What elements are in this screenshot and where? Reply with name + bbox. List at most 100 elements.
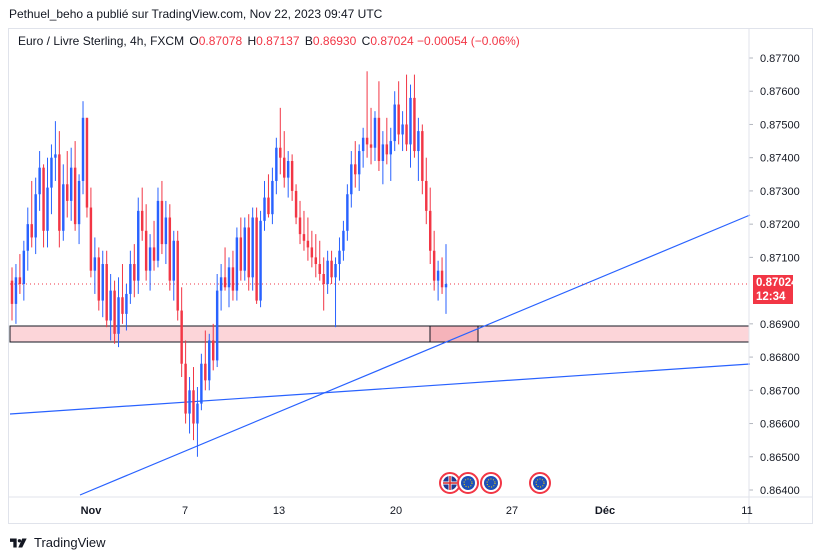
candle-body [105,264,108,321]
candle-body [432,250,436,281]
candle-body [302,234,306,241]
y-tick-label: 0.87400 [760,153,800,165]
candle-body [164,217,168,245]
demand-zone[interactable] [9,325,750,343]
candle-body [385,144,389,155]
lower-trendline[interactable] [9,363,751,415]
candle-body [314,257,318,265]
y-tick-label: 0.87300 [760,186,800,198]
candle-body [271,180,274,215]
candle-body [54,154,57,158]
candle-body [263,197,266,221]
candle-body [397,104,400,135]
candle-body [322,274,325,284]
candle-body [85,117,89,208]
time-axis[interactable]: Nov 7 13 20 27 Déc 11 [9,496,812,517]
candle-body [361,137,365,152]
last-price-tag: 0.87024 12:34 [753,275,798,304]
candle-body [425,180,428,211]
candle-body [10,280,14,304]
candle-body [444,283,448,288]
candle-body [440,270,444,288]
low-label: B [304,34,313,48]
candle-body [144,230,148,271]
candle-body [200,363,203,404]
eu-flag-icon[interactable] [529,472,551,494]
y-tick-label: 0.87500 [760,119,800,131]
candle-body [184,363,187,414]
candle-body [346,194,349,231]
low-value: 0.86930 [312,34,357,48]
chart-frame[interactable] [8,28,813,524]
open-label: O [189,34,199,48]
x-tick-label: 27 [506,505,518,517]
candle-body [259,220,262,301]
candle-body [109,290,112,321]
candle-body [267,197,270,215]
bar-countdown: 12:34 [756,291,786,303]
candle-body [117,297,120,334]
candle-body [235,237,239,291]
candle-body [101,264,104,301]
candle-body [310,247,314,258]
candle-body [125,293,128,314]
y-tick-label: 0.87100 [760,252,800,264]
candle-body [243,227,247,271]
eu-flag-icon[interactable] [457,472,479,494]
candle-body [421,131,424,181]
y-tick-label: 0.86900 [760,319,800,331]
x-tick-label: 11 [741,505,752,517]
close-value: 0.87024 [370,34,414,48]
candle-body [365,137,369,145]
candle-body [369,144,373,148]
candle-body [208,340,211,381]
tradingview-logo-icon [10,538,27,547]
candle-body [192,390,195,424]
candle-body [290,161,294,191]
candle-body [46,187,49,231]
candle-body [211,340,215,361]
price-axis[interactable]: 0.87700 0.87600 0.87500 0.87400 0.87300 0.872… [748,29,800,523]
candle-body [50,157,53,188]
candle-body [227,267,231,288]
zone-highlight[interactable] [429,325,479,343]
candle-body [334,264,337,278]
candle-body [409,97,412,145]
candle-body [326,260,329,284]
candle-body [176,240,179,311]
candle-body [373,117,377,148]
candle-body [428,210,432,251]
candle-body [283,157,286,178]
candle-body [18,277,22,284]
close-label: C [361,34,371,48]
rising-trendline[interactable] [79,214,751,496]
candle-body [42,167,45,231]
y-tick-label: 0.86800 [760,352,800,364]
candle-body [330,260,333,278]
candle-body [121,297,124,314]
change-value: −0.00054 (−0.06%) [417,34,520,48]
symbol-name[interactable]: Euro / Livre Sterling, 4h, FXCM [18,34,185,48]
candle-body [298,217,302,235]
candle-body [405,124,408,145]
candle-body [342,230,345,251]
x-tick-label: Nov [81,505,103,517]
eu-flag-icon[interactable] [480,472,502,494]
candle-body [22,250,26,284]
candle-body [26,224,30,251]
y-tick-label: 0.86500 [760,452,800,464]
candle-body [160,200,164,245]
economic-events [439,472,551,494]
candle-body [77,180,81,225]
candle-body [436,270,440,281]
y-tick-label: 0.86400 [760,485,800,497]
candle-body [34,194,37,238]
candle-body [168,217,172,281]
candle-body [129,264,132,294]
footer-brand[interactable]: TradingView [10,535,106,550]
candle-body [286,161,290,178]
last-price-value: 0.87024 [756,277,798,289]
candle-body [393,104,396,142]
candle-body [247,227,250,278]
